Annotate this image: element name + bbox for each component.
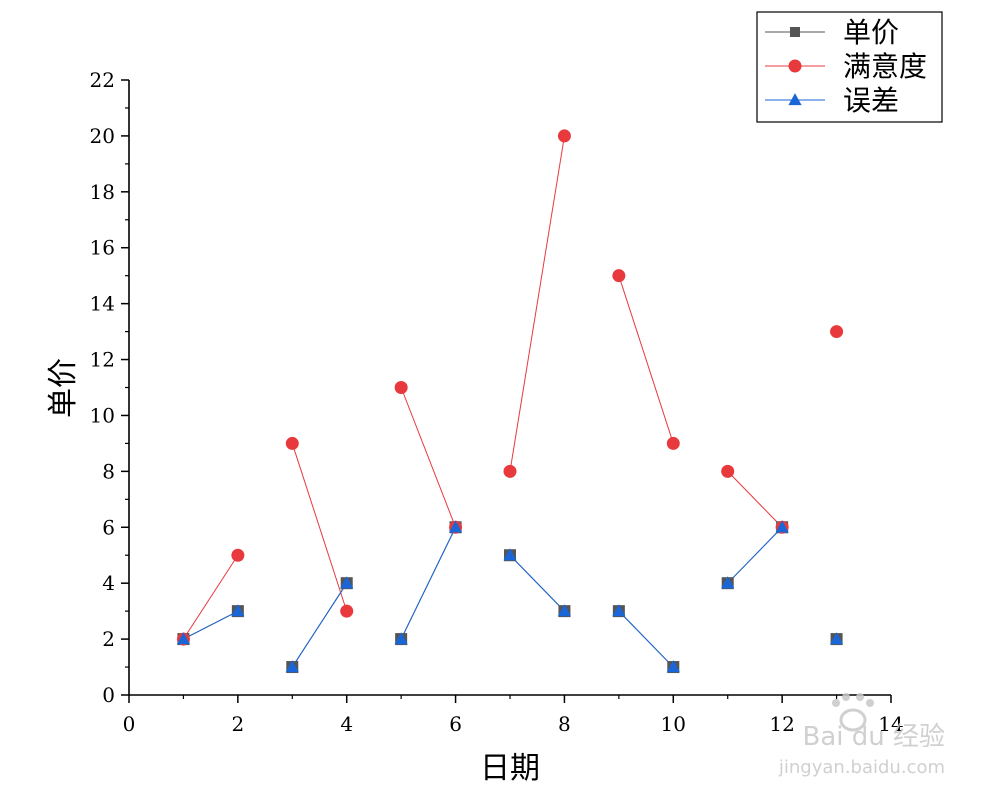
paw-logo-icon: [832, 693, 874, 732]
y-tick-label: 22: [90, 68, 115, 92]
legend-circle-marker: [788, 59, 802, 73]
series-2-circle-marker: [830, 325, 844, 339]
series-3-line-segment: [400, 527, 457, 640]
y-axis-title: 单价: [46, 358, 81, 418]
series-2-circle-marker: [557, 129, 571, 143]
y-tick-label: 20: [90, 124, 115, 148]
series-3-triangle-marker: [666, 660, 680, 673]
x-tick-label: 14: [878, 712, 903, 736]
series-3-triangle-marker: [176, 632, 191, 645]
series-2-line-segment: [400, 387, 457, 528]
series-3-triangle-marker: [448, 520, 463, 533]
y-tick-label: 8: [102, 459, 115, 483]
x-axis-title: 日期: [480, 751, 540, 786]
y-tick-label: 0: [102, 683, 115, 707]
series-3-triangle-marker: [829, 632, 844, 645]
series-3-line-segment: [618, 610, 674, 668]
y-tick-label: 6: [102, 515, 115, 539]
series-3-triangle-marker: [340, 576, 354, 589]
series-3-triangle-marker: [557, 604, 572, 617]
legend-label: 误差: [843, 84, 899, 117]
y-tick-label: 12: [90, 348, 115, 372]
legend-triangle-marker: [788, 93, 802, 106]
series-2-line-segment: [509, 135, 565, 472]
series-2-circle-marker: [340, 604, 354, 618]
series-3-line-segment: [727, 526, 783, 584]
series-3-triangle-marker: [231, 604, 245, 617]
y-tick-label: 14: [90, 292, 115, 316]
series-2-circle-marker: [721, 464, 735, 478]
series-3-line-segment: [183, 610, 239, 640]
series-markers: [176, 129, 844, 674]
legend-box: [756, 11, 943, 123]
series-3-triangle-marker: [285, 660, 299, 673]
x-tick-label: 12: [769, 712, 794, 736]
series-2-circle-marker: [285, 436, 299, 450]
watermark-url: jingyan.baidu.com: [778, 757, 945, 778]
series-3-triangle-marker: [721, 576, 735, 589]
series-3-line-segment: [509, 554, 565, 612]
x-tick-label: 6: [449, 712, 462, 736]
series-3-triangle-marker: [775, 520, 789, 533]
watermark-brand: Bai du 经验: [802, 722, 945, 752]
x-tick-label: 8: [558, 712, 571, 736]
series-3-triangle-marker: [503, 548, 517, 561]
y-tick-label: 2: [102, 627, 115, 651]
y-tick-label: 16: [90, 236, 115, 260]
x-tick-label: 0: [123, 712, 136, 736]
y-tick-label: 10: [90, 403, 115, 427]
series-2-line-segment: [183, 554, 239, 640]
x-tick-label: 2: [231, 712, 244, 736]
series-3-line-segment: [291, 582, 348, 668]
y-tick-label: 18: [90, 180, 115, 204]
axes: 0 2 4 6 8 10 12 14 16 18 20 22 0 2 4 6 8 10 12 14: [90, 68, 904, 736]
series-2-line-segment: [291, 443, 348, 612]
legend-label: 满意度: [843, 50, 927, 83]
x-tick-label: 10: [661, 712, 686, 736]
series-2-circle-marker: [612, 269, 626, 283]
series-lines: [183, 135, 783, 668]
series-2-line-segment: [727, 471, 783, 528]
series-3-triangle-marker: [612, 604, 626, 617]
series-2-circle-marker: [231, 548, 245, 562]
series-3-triangle-marker: [394, 632, 408, 645]
watermark: Bai du 经验 jingyan.baidu.com: [778, 693, 945, 778]
series-2-circle-marker: [666, 436, 680, 450]
series-2-circle-marker: [394, 381, 408, 394]
series-2-line-segment: [618, 275, 674, 444]
x-tick-label: 4: [340, 712, 353, 736]
legend-square-marker: [790, 27, 800, 37]
legend-label: 单价: [843, 16, 899, 49]
y-tick-label: 4: [102, 571, 115, 595]
series-2-circle-marker: [503, 464, 517, 478]
